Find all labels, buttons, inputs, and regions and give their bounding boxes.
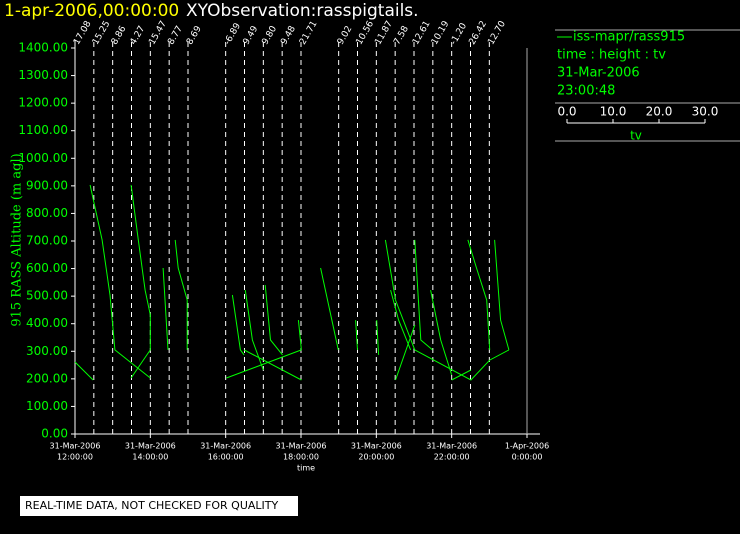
x-tick-time: 12:00:00: [57, 453, 93, 462]
y-tick-label: 400.00: [26, 316, 68, 330]
y-tick-label: 0.00: [41, 427, 68, 441]
y-tick-label: 600.00: [26, 261, 68, 275]
x-tick-date: 31-Mar-2006: [200, 442, 251, 451]
scale-label: tv: [630, 129, 642, 143]
y-tick-label: 700.00: [26, 234, 68, 248]
legend-info: 23:00:48: [557, 84, 615, 99]
x-tick-date: 31-Mar-2006: [50, 442, 101, 451]
x-tick-date: 31-Mar-2006: [351, 442, 402, 451]
y-tick-label: 1400.00: [18, 41, 68, 55]
y-tick-label: 1100.00: [18, 123, 68, 137]
y-tick-label: 900.00: [26, 178, 68, 192]
x-tick-time: 0:00:00: [512, 453, 543, 462]
y-tick-label: 1200.00: [18, 96, 68, 110]
legend-entry: iss-mapr/rass915: [573, 30, 685, 45]
x-tick-time: 18:00:00: [283, 453, 319, 462]
x-tick-date: 31-Mar-2006: [125, 442, 176, 451]
y-tick-label: 200.00: [26, 371, 68, 385]
x-tick-time: 22:00:00: [434, 453, 470, 462]
scale-tick-label: 0.0: [557, 105, 576, 119]
x-axis-label: time: [297, 464, 315, 473]
y-axis-label: 915 RASS Altitude (m agl): [10, 153, 25, 326]
annotation-box: [20, 496, 298, 516]
x-tick-date: 31-Mar-2006: [276, 442, 327, 451]
scale-tick-label: 30.0: [692, 105, 719, 119]
scale-tick-label: 10.0: [600, 105, 627, 119]
y-tick-label: 1000.00: [18, 151, 68, 165]
y-tick-label: 100.00: [26, 399, 68, 413]
y-tick-label: 300.00: [26, 344, 68, 358]
x-tick-time: 20:00:00: [358, 453, 394, 462]
y-tick-label: 800.00: [26, 206, 68, 220]
legend-info: 31-Mar-2006: [557, 66, 640, 81]
x-tick-time: 14:00:00: [132, 453, 168, 462]
x-tick-time: 16:00:00: [208, 453, 244, 462]
y-tick-label: 500.00: [26, 289, 68, 303]
chart-title: XYObservation:rasspigtails.: [186, 1, 419, 21]
legend-info: time : height : tv: [557, 48, 666, 63]
scale-tick-label: 20.0: [646, 105, 673, 119]
series-line: [74, 184, 510, 381]
x-tick-date: 31-Mar-2006: [426, 442, 477, 451]
x-tick-date: 1-Apr-2006: [505, 442, 549, 451]
annotation: REAL-TIME DATA, NOT CHECKED FOR QUALITY: [25, 499, 279, 512]
chart-subtitle: 1-apr-2006,00:00:00: [4, 1, 179, 21]
y-tick-label: 1300.00: [18, 68, 68, 82]
